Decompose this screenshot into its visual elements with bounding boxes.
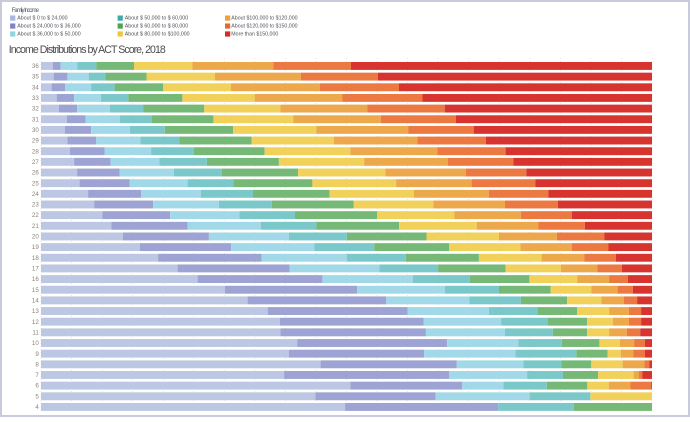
svg-text:21: 21 — [32, 223, 39, 230]
svg-text:26: 26 — [32, 170, 39, 177]
svg-text:28: 28 — [32, 148, 39, 155]
svg-text:24: 24 — [32, 191, 39, 198]
svg-text:14: 14 — [32, 297, 39, 304]
svg-text:11: 11 — [32, 329, 39, 336]
svg-text:About $ 80,000 to $100,000: About $ 80,000 to $100,000 — [125, 32, 190, 38]
svg-text:35: 35 — [32, 74, 39, 81]
svg-text:18: 18 — [32, 255, 39, 262]
svg-text:5: 5 — [35, 393, 39, 400]
svg-text:34: 34 — [32, 84, 39, 91]
svg-text:32: 32 — [32, 106, 39, 113]
svg-text:About $ 0 to $ 24,000: About $ 0 to $ 24,000 — [17, 16, 67, 22]
svg-text:27: 27 — [32, 159, 39, 166]
svg-text:7: 7 — [35, 372, 39, 379]
svg-text:9: 9 — [35, 351, 39, 358]
svg-text:15: 15 — [32, 287, 39, 294]
svg-text:Income Distributions by ACT Sc: Income Distributions by ACT Score, 2018 — [9, 44, 166, 56]
svg-text:Family Income: Family Income — [12, 8, 40, 14]
svg-text:25: 25 — [32, 180, 39, 187]
svg-text:About $ 36,000 to $ 50,000: About $ 36,000 to $ 50,000 — [17, 32, 80, 38]
svg-text:17: 17 — [32, 266, 39, 273]
svg-text:10: 10 — [32, 340, 39, 347]
svg-text:31: 31 — [32, 116, 39, 123]
svg-text:20: 20 — [32, 234, 39, 241]
svg-text:13: 13 — [32, 308, 39, 315]
svg-text:29: 29 — [32, 138, 39, 145]
svg-text:4: 4 — [35, 404, 39, 411]
svg-text:12: 12 — [32, 319, 39, 326]
svg-text:About $ 24,000 to $ 36,000: About $ 24,000 to $ 36,000 — [17, 24, 80, 30]
svg-text:19: 19 — [32, 244, 39, 251]
svg-text:More than $150,000: More than $150,000 — [231, 32, 278, 38]
svg-text:16: 16 — [32, 276, 39, 283]
svg-text:About $ 60,000 to $ 80,000: About $ 60,000 to $ 80,000 — [125, 24, 188, 30]
svg-text:About $100,000 to $120,000: About $100,000 to $120,000 — [231, 16, 297, 22]
svg-text:About $ 50,000 to $ 60,000: About $ 50,000 to $ 60,000 — [125, 16, 188, 22]
svg-text:22: 22 — [32, 212, 39, 219]
svg-text:8: 8 — [35, 361, 39, 368]
svg-text:6: 6 — [35, 383, 39, 390]
svg-text:36: 36 — [32, 63, 39, 70]
svg-text:About $120,000 to $150,000: About $120,000 to $150,000 — [231, 24, 297, 30]
svg-text:23: 23 — [32, 202, 39, 209]
svg-text:30: 30 — [32, 127, 39, 134]
svg-text:33: 33 — [32, 95, 39, 102]
